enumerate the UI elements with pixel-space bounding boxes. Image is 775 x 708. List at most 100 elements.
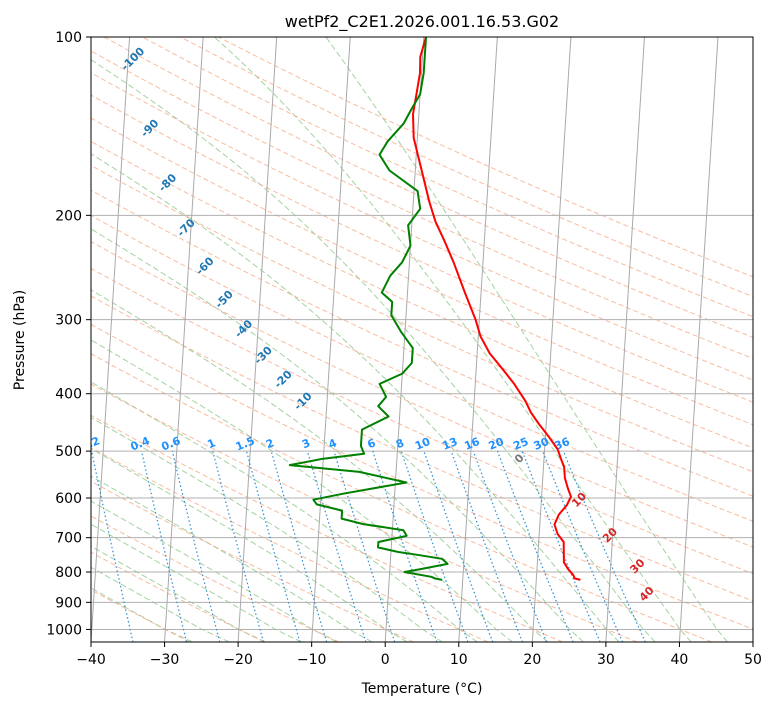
y-tick-label: 600 (55, 491, 82, 507)
y-tick-label: 300 (55, 313, 82, 329)
mixing-ratio-label: 3 (300, 436, 312, 451)
dry-adiabat-label: -20 (272, 367, 295, 390)
mixing-ratio-line (400, 450, 469, 642)
x-tick-label: 40 (671, 652, 689, 668)
moist-adiabat-label: 20 (600, 525, 620, 545)
mixing-ratio-lines (91, 450, 646, 642)
dry-adiabat-line (91, 267, 753, 575)
dry-adiabat-line (91, 323, 753, 630)
mixing-ratio-label: 4 (327, 436, 339, 451)
moist-adiabat-line (91, 339, 513, 642)
moist-adiabat-label: 10 (569, 490, 589, 510)
x-tick-label: 50 (744, 652, 762, 668)
isotherm-line (605, 37, 645, 642)
chart-title: wetPf2_C2E1.2026.001.16.53.G02 (285, 12, 559, 32)
moist-adiabat-line (91, 381, 478, 642)
mixing-ratio-label: 8 (394, 436, 406, 451)
mixing-ratio-label: 1 (206, 436, 218, 451)
dry-adiabat-line (91, 589, 190, 642)
y-tick-label: 200 (55, 208, 82, 224)
mixing-ratio-line (472, 450, 548, 642)
moist-adiabat-line (91, 59, 656, 642)
moist-adiabat-line (91, 289, 549, 642)
dry-adiabat-line (91, 480, 414, 642)
mixing-ratio-line (140, 450, 188, 642)
isotherm-line (678, 37, 719, 642)
y-tick-label: 500 (55, 444, 82, 460)
dry-adiabat-label: -70 (175, 216, 198, 239)
dry-adiabat-line (91, 140, 753, 449)
dry-adiabat-label: -90 (138, 116, 161, 139)
mixing-ratio-line (270, 450, 328, 642)
mixing-ratio-label: 13 (440, 435, 459, 453)
moist-adiabat-line (91, 447, 408, 642)
mixing-ratio-line (212, 450, 265, 642)
temperature-profile-line (412, 37, 581, 581)
dry-adiabat-line (91, 515, 340, 642)
x-tick-label: 0 (381, 652, 390, 668)
mixing-ratio-line (306, 450, 367, 642)
y-tick-label: 400 (55, 387, 82, 403)
dry-adiabat-line (91, 94, 753, 403)
profile-series (288, 37, 581, 581)
mixing-ratio-label: 0.1 (32, 434, 55, 453)
dry-adiabat-label: -100 (119, 45, 148, 74)
x-axis-label: Temperature (°C) (361, 681, 483, 697)
dry-adiabat-line (91, 50, 753, 359)
mixing-ratio-line (423, 450, 494, 642)
moist-adiabat-line (214, 37, 692, 642)
skewed-isotherms (91, 37, 753, 642)
moist-adiabat-line (91, 587, 193, 642)
plot-frame (90, 36, 754, 643)
y-tick-label: 800 (55, 565, 82, 581)
moist-adiabat-line (91, 228, 584, 642)
isotherm-line (458, 37, 498, 642)
y-tick-label: 700 (55, 531, 82, 547)
isotherm-line (91, 37, 131, 642)
moist-adiabat-line (91, 566, 230, 642)
y-tick-label: 100 (55, 30, 82, 46)
moist-adiabat-line (91, 500, 338, 642)
dry-adiabat-line (91, 414, 563, 642)
x-tick-label: 10 (450, 652, 468, 668)
dry-adiabat-line (91, 383, 638, 642)
mixing-ratio-label: 0.2 (79, 434, 102, 453)
isotherm-line (237, 37, 278, 642)
mixing-ratio-label: 30 (532, 435, 551, 453)
dewpoint-profile-line (288, 37, 449, 581)
dry-adiabat-line (91, 189, 753, 497)
dry-adiabat-line (91, 353, 712, 642)
isotherm-line (384, 37, 425, 642)
x-tick-label: −30 (150, 652, 180, 668)
y-axis-label: Pressure (hPa) (12, 290, 28, 390)
mixing-ratio-label: 6 (365, 436, 377, 451)
x-axis-ticks: −40 −30 −20 −10 0 10 20 30 40 50 (76, 642, 762, 668)
dry-adiabat-label: -30 (252, 344, 275, 367)
plot-area: -100-90-80-70-60-50-40-30-20-10010203040… (32, 37, 753, 642)
mixing-ratio-line (171, 450, 221, 642)
x-tick-label: −20 (223, 652, 253, 668)
x-tick-label: −10 (297, 652, 327, 668)
isotherm-line (752, 634, 753, 642)
mixing-ratio-line (333, 450, 396, 642)
dry-adiabat-label: -60 (193, 254, 216, 277)
moist-adiabat-line (91, 545, 266, 642)
isotherm-line (164, 37, 204, 642)
mixing-ratio-label: 36 (553, 435, 572, 453)
mixing-ratio-line (372, 450, 438, 642)
moist-adiabat-line (91, 475, 373, 642)
dry-adiabat-line (91, 241, 753, 548)
mixing-ratio-label: 10 (413, 435, 432, 453)
mixing-ratio-line (542, 450, 624, 642)
moist-adiabat-line (91, 416, 443, 642)
isotherm-line (311, 37, 351, 642)
dry-adiabat-line (91, 214, 753, 522)
mixing-ratio-line (562, 450, 646, 642)
x-tick-label: 30 (597, 652, 615, 668)
y-tick-label: 900 (55, 595, 82, 611)
dry-adiabat-line (218, 37, 753, 278)
dry-adiabats (91, 37, 753, 642)
y-tick-label: 1000 (46, 622, 82, 638)
